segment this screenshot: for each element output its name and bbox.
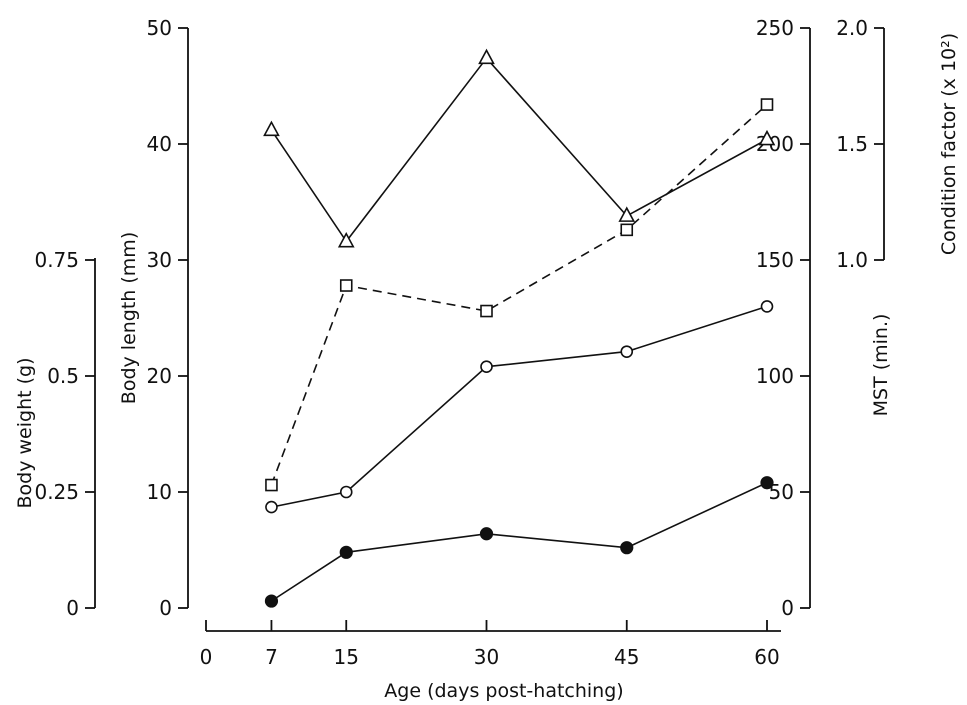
data-point-triangle [758,129,776,146]
data-point-triangle [478,48,495,65]
x-axis-label: Age (days post-hatching) [384,680,623,702]
condition_factor-tick-label: 1.0 [836,248,868,272]
x-tick-label: 60 [754,645,779,669]
data-point-filled-circle [760,476,774,490]
condition_factor-tick-label: 2.0 [836,16,868,40]
x-tick-label: 0 [200,645,213,669]
data-point-open-circle [480,360,493,374]
data-point-square [480,304,493,318]
body-weight-ticks: 0 0.25 0.5 0.75 [34,248,95,620]
x-tick-label: 15 [334,645,359,669]
body_weight-tick-label: 0.25 [34,480,79,504]
mst-tick-label: 100 [756,364,794,388]
data-point-filled-circle [479,527,494,541]
mst-tick-label: 150 [756,248,794,272]
data-point-square [620,223,634,237]
x-axis-ticks: 0 7 15 30 45 60 [200,620,780,669]
body_length-tick-label: 10 [147,480,172,504]
body-length-axis: 0 10 20 30 40 50 Body length (mm) [118,16,189,620]
condition-factor-ticks: 1.0 1.5 2.0 [836,16,884,272]
body_weight-tick-label: 0 [66,596,79,620]
body_weight-tick-label: 0.5 [47,364,79,388]
body-weight-axis: 0 0.25 0.5 0.75 Body weight (g) [14,248,96,620]
data-point-square [760,98,774,111]
data-point-open-circle [265,500,278,514]
x-tick-label: 45 [614,645,639,669]
condition_factor-tick-label: 1.5 [836,132,868,156]
data-point-filled-circle [339,545,353,559]
body_length-tick-label: 30 [147,248,172,272]
data-point-open-circle [620,345,634,358]
body-weight-axis-label: Body weight (g) [14,358,36,509]
body_weight-tick-label: 0.75 [34,248,79,272]
data-point-square [339,279,353,292]
body_length-tick-label: 40 [147,132,172,156]
series-line-body_weight [270,481,768,602]
body_length-tick-label: 20 [147,364,172,388]
data-point-square [265,478,278,492]
series-layer [263,48,776,608]
mst-axis-label: MST (min.) [870,314,892,417]
condition-factor-axis-label: Condition factor (x 10²) [938,33,960,255]
body-length-ticks: 0 10 20 30 40 50 [147,16,188,620]
series-line-body_length [271,305,768,508]
data-point-triangle [618,206,636,222]
data-point-open-circle [339,485,353,499]
data-point-open-circle [760,300,774,313]
mst-tick-label: 250 [756,16,794,40]
body-length-axis-label: Body length (mm) [118,232,140,404]
x-tick-label: 7 [265,645,278,669]
series-line-mst [270,104,768,486]
data-point-filled-circle [264,594,279,608]
data-point-filled-circle [620,541,634,555]
data-point-triangle [337,231,355,248]
condition-factor-axis: 1.0 1.5 2.0 Condition factor (x 10²) [836,16,960,272]
body_length-tick-label: 50 [147,16,172,40]
x-tick-label: 30 [474,645,499,669]
data-point-triangle [263,120,280,137]
body_length-tick-label: 0 [159,596,172,620]
series-line-condition_factor [270,56,768,243]
x-axis: 0 7 15 30 45 60 Age (days post-hatching) [200,620,781,702]
mst-tick-label: 0 [781,596,794,620]
